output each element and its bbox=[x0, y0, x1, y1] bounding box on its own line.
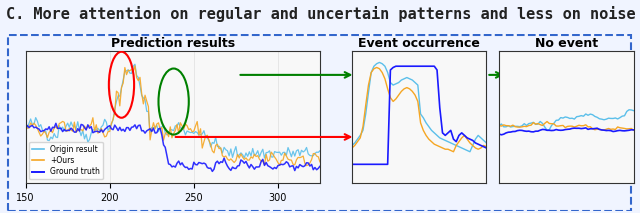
Title: Event occurrence: Event occurrence bbox=[358, 37, 480, 50]
Text: C. More attention on regular and uncertain patterns and less on noise: C. More attention on regular and uncerta… bbox=[6, 6, 636, 22]
FancyBboxPatch shape bbox=[8, 35, 631, 210]
Legend: Origin result, +Ours, Ground truth: Origin result, +Ours, Ground truth bbox=[29, 142, 103, 179]
Title: Prediction results: Prediction results bbox=[111, 37, 235, 50]
Title: No event: No event bbox=[535, 37, 598, 50]
